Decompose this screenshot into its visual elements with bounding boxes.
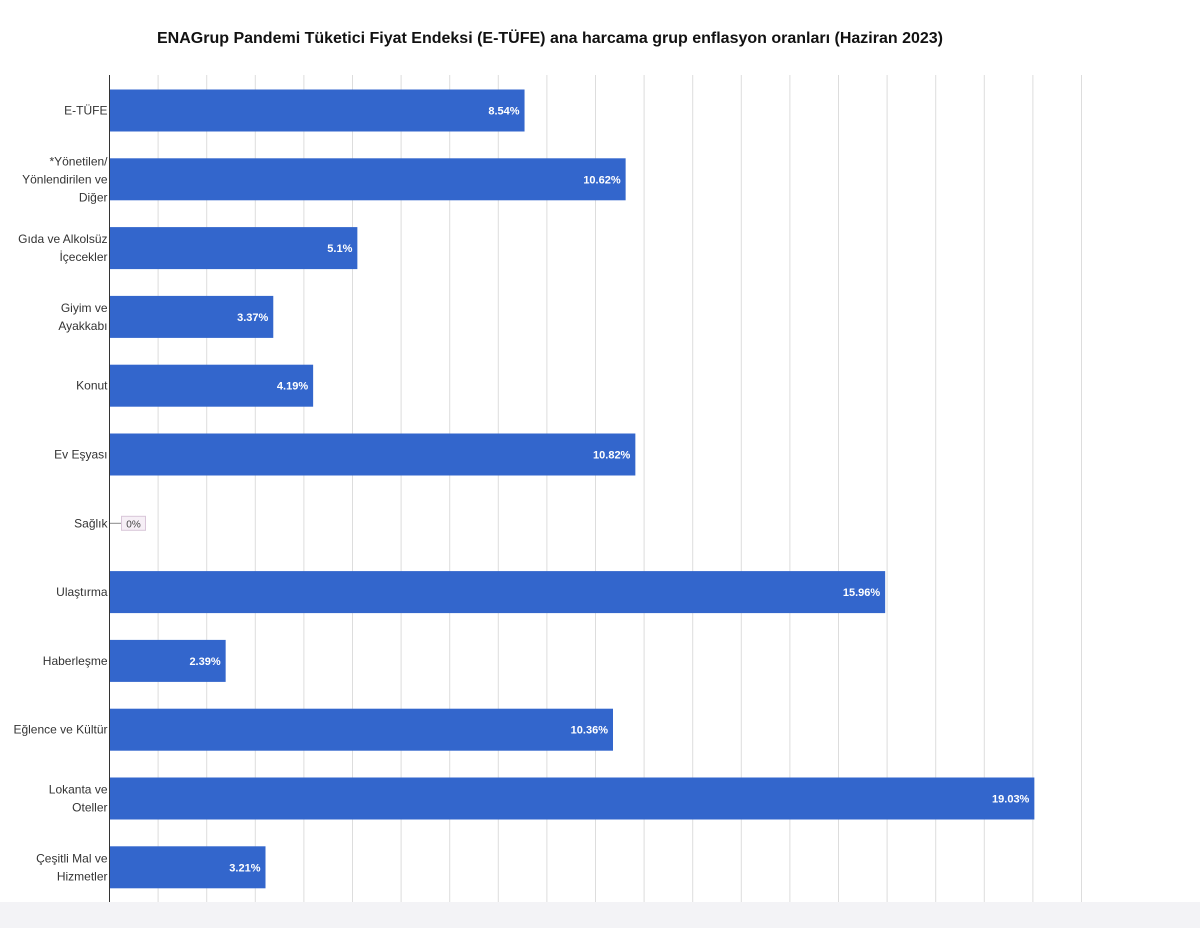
bars: 8.54% 10.62% 5.1% 3.37% 4.19% 10.82% 0% 15.96% 2… <box>109 89 1035 889</box>
data-label: 3.21% <box>229 862 260 874</box>
bar <box>109 571 886 614</box>
category-label: *Yönetilen/Yönlendirilen ve Diğer <box>22 154 108 204</box>
data-label: 2.39% <box>189 656 220 668</box>
data-label: 0% <box>126 519 141 530</box>
category-label: Ulaştırma <box>56 585 108 599</box>
category-label: Konut <box>76 379 108 393</box>
bar <box>109 227 358 270</box>
bottom-band <box>0 902 1200 928</box>
bar <box>109 846 266 889</box>
data-label: 10.36% <box>571 725 609 737</box>
bar <box>109 777 1035 820</box>
bar <box>109 295 274 338</box>
category-label: Lokanta ve Oteller <box>49 783 108 815</box>
data-label: 10.82% <box>593 450 631 462</box>
data-label: 19.03% <box>992 794 1030 806</box>
bar <box>109 708 613 751</box>
chart-title: ENAGrup Pandemi Tüketici Fiyat Endeksi (… <box>157 30 943 47</box>
category-label: Gıda ve Alkolsüz İçecekler <box>18 232 107 264</box>
grid-lines <box>157 75 1082 902</box>
bar <box>109 433 636 476</box>
category-labels: E-TÜFE *Yönetilen/Yönlendirilen ve Diğer Gı… <box>13 104 108 884</box>
category-label: Eğlence ve Kültür <box>13 723 107 737</box>
data-label: 10.62% <box>583 174 621 186</box>
category-label: Çeşitli Mal ve Hizmetler <box>36 851 108 883</box>
data-label: 8.54% <box>488 106 519 118</box>
category-label: Ev Eşyası <box>54 448 107 462</box>
bar <box>109 158 626 201</box>
zero-label-box <box>121 515 146 531</box>
bar <box>109 364 314 407</box>
data-label: 15.96% <box>843 587 881 599</box>
data-label: 3.37% <box>237 312 268 324</box>
category-label: Haberleşme <box>43 654 108 668</box>
bar <box>109 639 226 682</box>
bar <box>109 89 525 132</box>
category-label: Giyim ve Ayakkabı <box>58 301 107 333</box>
category-label: Sağlık <box>74 516 108 530</box>
data-label: 4.19% <box>277 381 308 393</box>
category-label: E-TÜFE <box>64 104 107 118</box>
data-label: 5.1% <box>327 243 352 255</box>
